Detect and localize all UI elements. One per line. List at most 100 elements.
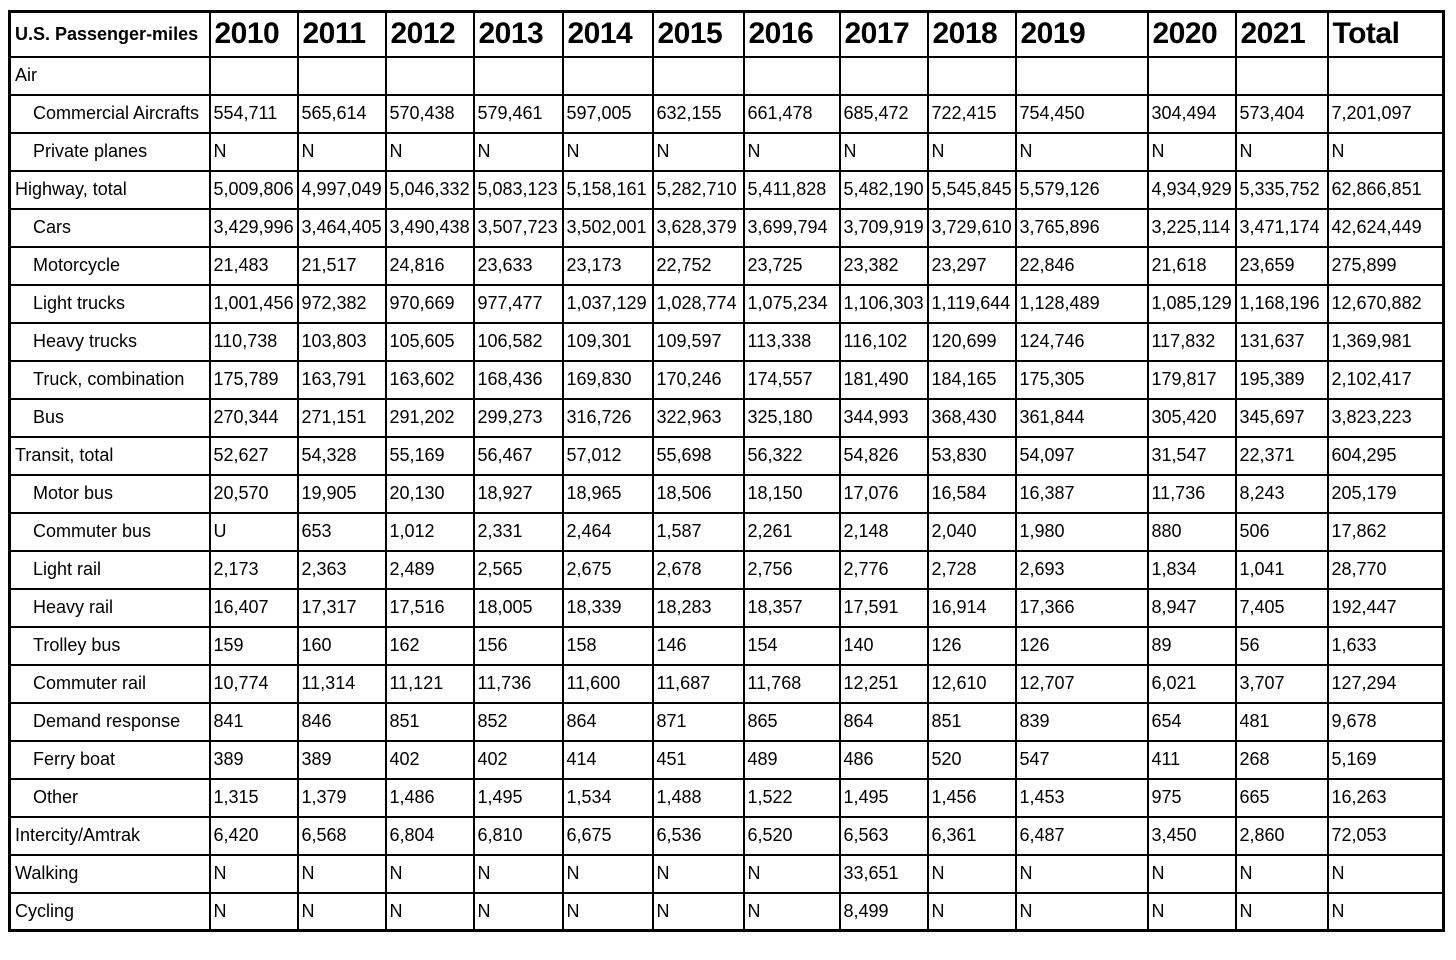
column-header: 2020 [1146, 10, 1237, 58]
data-cell: 55,698 [651, 435, 745, 476]
column-header: 2014 [561, 10, 654, 58]
data-cell [1014, 55, 1149, 96]
data-cell: 1,587 [651, 511, 745, 552]
table-row: Bus 270,344 271,151 291,202 299,273 316,726 32… [8, 397, 1445, 438]
data-cell: 181,490 [838, 359, 929, 400]
data-cell: 1,453 [1014, 777, 1149, 818]
table-row: Other 1,315 1,379 1,486 1,495 1,534 1,488 1,522… [8, 777, 1445, 818]
data-cell: 16,914 [926, 587, 1017, 628]
data-cell: 8,243 [1234, 473, 1329, 514]
data-cell: N [651, 891, 745, 932]
table-row: Motorcycle 21,483 21,517 24,816 23,633 23,173… [8, 245, 1445, 286]
data-cell: N [472, 131, 564, 172]
table-row: Walking N N N N N N N 33,651 N N N N N [8, 853, 1445, 894]
data-cell: 1,119,644 [926, 283, 1017, 324]
data-cell: 722,415 [926, 93, 1017, 134]
table-row: Intercity/Amtrak 6,420 6,568 6,804 6,810 6,67… [8, 815, 1445, 856]
data-cell: 5,046,332 [384, 169, 475, 210]
data-cell: 1,495 [472, 777, 564, 818]
data-cell: 2,102,417 [1326, 359, 1445, 400]
data-cell: 1,534 [561, 777, 654, 818]
data-cell: 2,148 [838, 511, 929, 552]
row-label: Air [8, 55, 211, 96]
data-cell: 2,173 [208, 549, 299, 590]
data-cell: 2,776 [838, 549, 929, 590]
data-cell: 299,273 [472, 397, 564, 438]
data-cell: N [1146, 891, 1237, 932]
table-row: Cars 3,429,996 3,464,405 3,490,438 3,507,723… [8, 207, 1445, 248]
table-row: Heavy trucks 110,738 103,803 105,605 106,582… [8, 321, 1445, 362]
data-cell: 184,165 [926, 359, 1017, 400]
data-cell: 2,489 [384, 549, 475, 590]
data-cell: 52,627 [208, 435, 299, 476]
table-title-header: U.S. Passenger-miles [8, 10, 211, 58]
data-cell: 117,832 [1146, 321, 1237, 362]
data-cell: 154 [742, 625, 841, 666]
data-cell: 304,494 [1146, 93, 1237, 134]
row-label: Intercity/Amtrak [8, 815, 211, 856]
data-cell [651, 55, 745, 96]
data-cell: 42,624,449 [1326, 207, 1445, 248]
data-cell: 120,699 [926, 321, 1017, 362]
data-cell: 18,506 [651, 473, 745, 514]
data-cell: 2,565 [472, 549, 564, 590]
data-cell: 402 [472, 739, 564, 780]
data-cell: 205,179 [1326, 473, 1445, 514]
data-cell: 18,339 [561, 587, 654, 628]
data-cell: 23,173 [561, 245, 654, 286]
data-cell: 11,121 [384, 663, 475, 704]
data-cell: 163,602 [384, 359, 475, 400]
data-cell: N [561, 891, 654, 932]
data-cell: 6,536 [651, 815, 745, 856]
data-cell: 5,545,845 [926, 169, 1017, 210]
data-cell: 28,770 [1326, 549, 1445, 590]
column-header: 2021 [1234, 10, 1329, 58]
table-row: Truck, combination 175,789 163,791 163,602 1… [8, 359, 1445, 400]
data-cell: 57,012 [561, 435, 654, 476]
row-label: Commuter rail [8, 663, 211, 704]
data-cell: 1,834 [1146, 549, 1237, 590]
data-cell: 597,005 [561, 93, 654, 134]
data-cell: 322,963 [651, 397, 745, 438]
data-cell: 11,687 [651, 663, 745, 704]
data-cell: 402 [384, 739, 475, 780]
row-label: Motor bus [8, 473, 211, 514]
table-row: Private planes N N N N N N N N N N N N N [8, 131, 1445, 172]
data-cell: N [1014, 853, 1149, 894]
column-header: 2015 [651, 10, 745, 58]
data-cell: 1,106,303 [838, 283, 929, 324]
data-cell: 18,005 [472, 587, 564, 628]
data-cell: 481 [1234, 701, 1329, 742]
data-cell [472, 55, 564, 96]
data-cell: 520 [926, 739, 1017, 780]
data-cell: 654 [1146, 701, 1237, 742]
data-cell [208, 55, 299, 96]
data-cell: 2,756 [742, 549, 841, 590]
data-cell: 3,471,174 [1234, 207, 1329, 248]
data-cell: 5,411,828 [742, 169, 841, 210]
data-cell: 1,633 [1326, 625, 1445, 666]
data-cell: 179,817 [1146, 359, 1237, 400]
data-cell: 113,338 [742, 321, 841, 362]
data-cell: 972,382 [296, 283, 387, 324]
data-cell: 23,725 [742, 245, 841, 286]
data-cell: 977,477 [472, 283, 564, 324]
table-row: Transit, total 52,627 54,328 55,169 56,467 57… [8, 435, 1445, 476]
data-cell: 411 [1146, 739, 1237, 780]
data-cell: 89 [1146, 625, 1237, 666]
data-cell: 9,678 [1326, 701, 1445, 742]
data-cell: 3,729,610 [926, 207, 1017, 248]
data-cell: 547 [1014, 739, 1149, 780]
data-cell: 163,791 [296, 359, 387, 400]
row-label: Private planes [8, 131, 211, 172]
data-cell: 3,765,896 [1014, 207, 1149, 248]
data-cell: 1,980 [1014, 511, 1149, 552]
data-cell: 5,009,806 [208, 169, 299, 210]
data-cell: N [1234, 891, 1329, 932]
data-cell: 54,097 [1014, 435, 1149, 476]
data-cell: 570,438 [384, 93, 475, 134]
table-row: Demand response 841 846 851 852 864 871 865 864 8… [8, 701, 1445, 742]
data-cell: 109,597 [651, 321, 745, 362]
data-cell: 2,728 [926, 549, 1017, 590]
data-cell [926, 55, 1017, 96]
